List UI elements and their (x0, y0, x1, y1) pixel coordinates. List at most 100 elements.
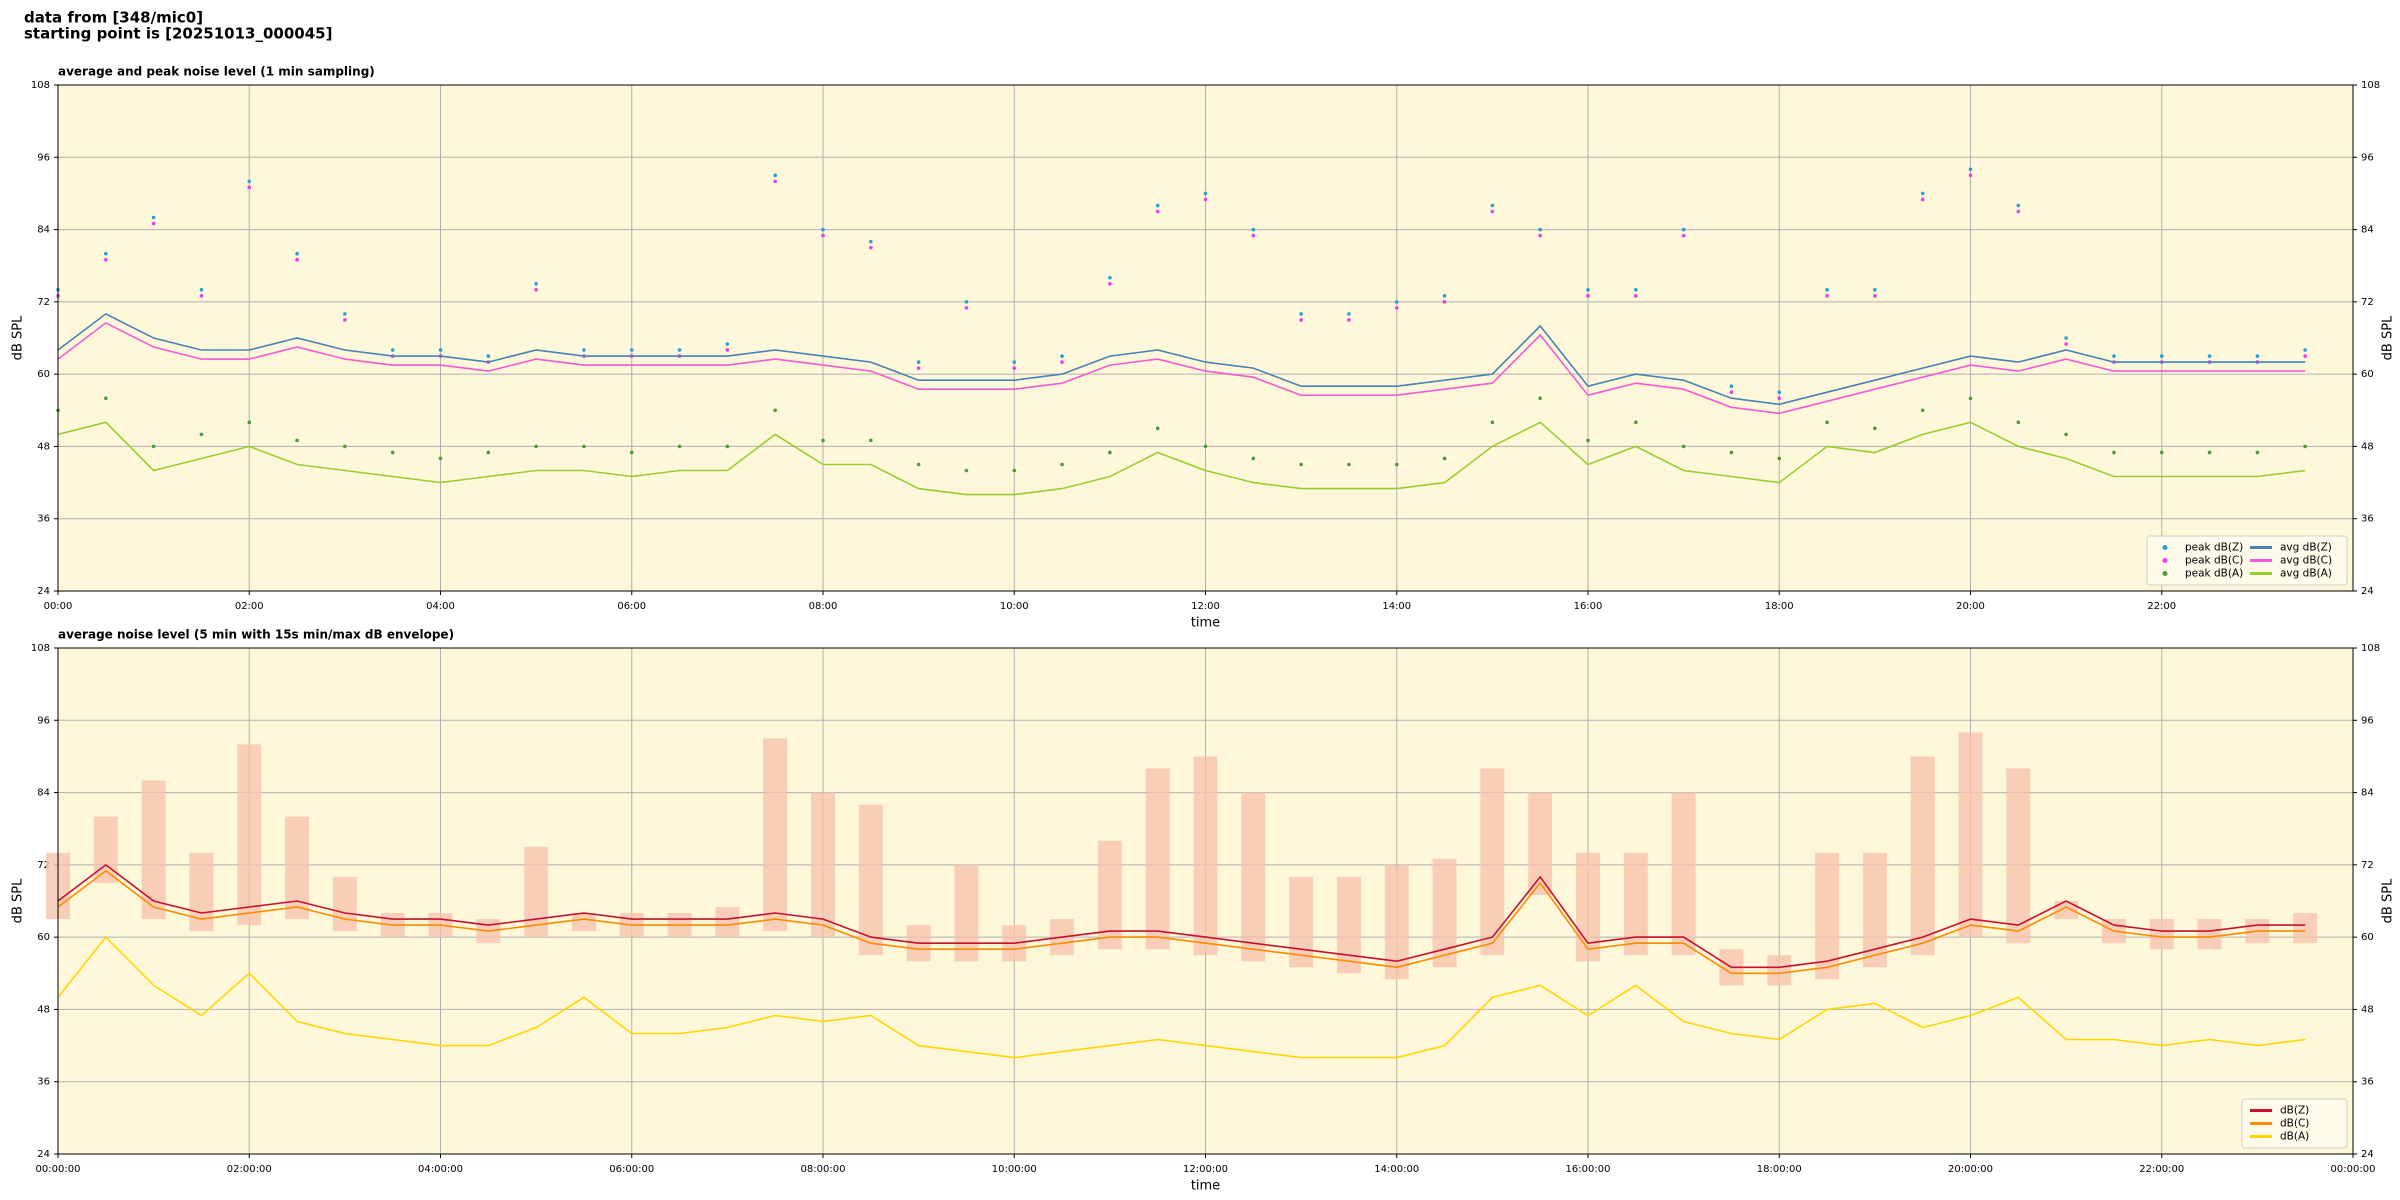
y-tick-label: 48 (2361, 441, 2374, 452)
series-point (438, 456, 443, 461)
series-point (677, 444, 682, 449)
envelope-band (93, 816, 118, 883)
series-point (1873, 426, 1877, 431)
envelope-band (571, 913, 596, 932)
y-tick-label: 60 (2361, 369, 2374, 380)
series-point (486, 354, 491, 358)
x-tick-label: 10:00:00 (992, 1164, 1037, 1175)
series-point (247, 420, 252, 425)
series-point (2255, 354, 2260, 358)
x-tick-label: 08:00:00 (801, 1164, 846, 1175)
legend-label: dB(C) (2280, 1118, 2309, 1130)
series-point (725, 444, 730, 449)
series-point (390, 348, 395, 352)
y-tick-label: 60 (2361, 932, 2374, 943)
x-axis-label: time (1191, 616, 1220, 631)
series-point (2112, 450, 2116, 455)
series-point (199, 288, 204, 292)
series-point (773, 173, 777, 178)
y-axis-label: dB SPL (2381, 878, 2396, 923)
series-point (104, 396, 108, 401)
series-point (1394, 306, 1399, 310)
legend-label: avg dB(Z) (2280, 542, 2332, 554)
x-tick-label: 16:00 (1574, 601, 1603, 612)
x-tick-label: 18:00:00 (1757, 1164, 1802, 1175)
y-tick-label: 84 (37, 225, 50, 236)
series-point (1012, 360, 1017, 364)
series-point (1873, 288, 1877, 292)
series-point (821, 233, 825, 238)
legend-label: peak dB(A) (2185, 568, 2243, 580)
y-tick-label: 96 (37, 715, 50, 726)
series-point (1634, 294, 1638, 298)
y-tick-label: 96 (2361, 152, 2374, 163)
x-tick-label: 14:00 (1382, 601, 1411, 612)
series-point (1299, 462, 1303, 467)
series-point (343, 318, 347, 322)
series-point (1586, 438, 1590, 443)
x-tick-label: 20:00 (1956, 601, 1985, 612)
series-point (2207, 450, 2212, 455)
header-line: starting point is [20251013_000045] (24, 25, 332, 43)
series-point (534, 281, 538, 286)
x-tick-label: 12:00:00 (1183, 1164, 1228, 1175)
y-tick-label: 60 (37, 369, 50, 380)
envelope-band (1480, 768, 1505, 956)
envelope-band (763, 738, 788, 932)
series-point (1490, 203, 1495, 208)
series-point (1490, 209, 1495, 214)
series-point (1442, 300, 1447, 304)
plot-frame (57, 84, 2354, 592)
envelope-band (1862, 852, 1887, 968)
y-tick-label: 24 (2361, 586, 2374, 597)
series-point (2303, 354, 2307, 358)
envelope-band (1432, 858, 1457, 968)
series-point (199, 294, 204, 298)
envelope-band (2293, 913, 2318, 944)
series-point (1777, 456, 1782, 461)
series-point (1203, 197, 1208, 202)
series-point (1825, 420, 1829, 425)
envelope-band (2006, 768, 2031, 944)
series-point (2016, 203, 2021, 208)
legend-box (2146, 535, 2348, 586)
y-axis-label: dB SPL (11, 878, 26, 923)
series-point (1634, 420, 1638, 425)
x-tick-label: 18:00 (1765, 601, 1794, 612)
x-tick-label: 10:00 (1000, 601, 1029, 612)
series-point (629, 348, 634, 352)
series-point (1586, 294, 1590, 298)
series-point (1920, 197, 1925, 202)
x-axis-label: time (1191, 1179, 1220, 1194)
series-point (1012, 468, 1017, 473)
y-tick-label: 96 (37, 152, 50, 163)
legend-label: avg dB(A) (2280, 568, 2332, 580)
series-point (343, 444, 347, 449)
series-point (2064, 342, 2068, 346)
envelope-band (1336, 876, 1361, 974)
envelope-band (1193, 756, 1218, 956)
series-point (2016, 420, 2021, 425)
series-point (1155, 203, 1160, 208)
series-point (151, 221, 156, 226)
series-point (821, 438, 825, 443)
plot-frame (57, 647, 2354, 1155)
series-point (1394, 300, 1399, 304)
envelope-band (858, 804, 883, 956)
series-point (916, 462, 921, 467)
series-point (1729, 450, 1734, 455)
series-point (1347, 318, 1351, 322)
series-point (390, 450, 395, 455)
series-point (1442, 294, 1447, 298)
series-point (151, 215, 156, 220)
series-point (295, 257, 299, 262)
envelope-band (1767, 955, 1792, 986)
series-point (916, 366, 921, 370)
series-point (1538, 396, 1542, 401)
series-point (1920, 408, 1925, 413)
series-point (1729, 390, 1734, 395)
series-point (2159, 450, 2164, 455)
series-point (1060, 354, 1064, 358)
chart-title: average and peak noise level (1 min samp… (58, 65, 375, 79)
